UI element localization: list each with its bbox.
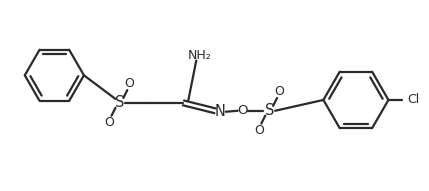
Text: N: N (214, 104, 225, 119)
Text: S: S (265, 103, 274, 118)
Text: O: O (124, 77, 134, 90)
Text: S: S (115, 95, 124, 110)
Text: NH₂: NH₂ (187, 49, 211, 62)
Text: Cl: Cl (407, 93, 419, 106)
Text: O: O (274, 85, 284, 98)
Text: O: O (105, 116, 115, 129)
Text: O: O (254, 124, 264, 137)
Text: O: O (237, 104, 248, 117)
